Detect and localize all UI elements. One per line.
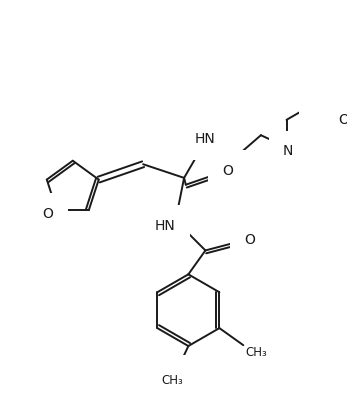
Text: CH₃: CH₃ [161, 374, 183, 387]
Text: O: O [222, 164, 233, 178]
Text: HN: HN [195, 132, 216, 146]
Text: HN: HN [155, 219, 176, 233]
Text: CH₃: CH₃ [246, 346, 268, 358]
Text: O: O [244, 233, 255, 247]
Text: O: O [339, 113, 347, 127]
Text: O: O [43, 207, 54, 221]
Text: N: N [283, 144, 294, 158]
